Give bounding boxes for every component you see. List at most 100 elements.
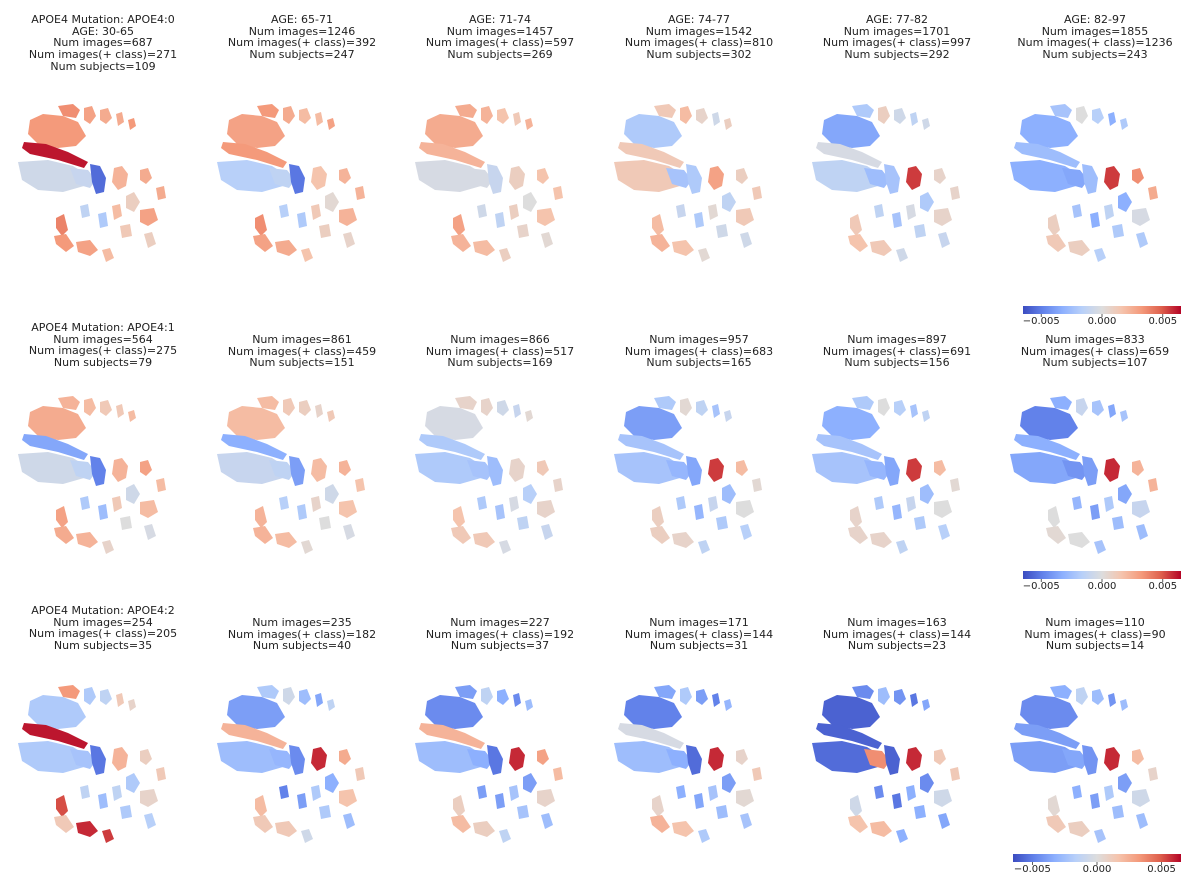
brain-region: [70, 460, 96, 480]
brain-region: [1148, 478, 1158, 492]
brain-region: [269, 168, 295, 188]
brain-region: [752, 478, 762, 492]
brain-region: [257, 104, 279, 118]
brain-region: [922, 699, 930, 711]
brain-region: [509, 458, 525, 482]
brain-panel: [18, 104, 166, 262]
brain-region: [1062, 460, 1088, 480]
brain-region: [70, 168, 96, 188]
brain-region: [455, 685, 477, 699]
brain-region: [112, 747, 128, 771]
brain-region: [618, 434, 684, 460]
colorbar-tick-label: 0.000: [1087, 316, 1117, 327]
brain-region: [848, 526, 868, 544]
brain-region: [100, 400, 112, 416]
brain-region: [1112, 805, 1124, 819]
brain-region: [275, 240, 297, 256]
brain-region: [1020, 695, 1078, 729]
num-images-label: Num images=1701: [843, 24, 951, 38]
brain-region: [509, 496, 519, 512]
brain-region: [415, 741, 483, 773]
brain-panel: [217, 396, 365, 554]
brain-region: [724, 699, 732, 711]
colorbar-tick-label: −0.005: [1022, 581, 1060, 592]
brain-region: [1020, 114, 1078, 148]
brain-region: [910, 404, 918, 418]
brain-region: [253, 526, 273, 544]
brain-region: [279, 785, 289, 799]
brain-region: [255, 795, 267, 817]
brain-region: [914, 805, 926, 819]
brain-region: [112, 785, 122, 801]
brain-region: [1120, 699, 1128, 711]
brain-region: [812, 452, 880, 484]
brain-region: [537, 208, 555, 226]
brain-region: [473, 240, 495, 256]
brain-region: [666, 749, 692, 769]
brain-region: [1132, 789, 1150, 807]
brain-region: [537, 749, 549, 765]
brain-region: [415, 160, 483, 192]
brain-region: [481, 106, 493, 124]
brain-region: [696, 689, 708, 705]
brain-region: [1148, 767, 1158, 781]
num-pos-images-label: Num images(+ class)=659: [1020, 344, 1170, 358]
brain-region: [618, 723, 684, 749]
brain-region: [676, 785, 686, 799]
brain-region: [325, 484, 339, 504]
brain-region: [1120, 118, 1128, 130]
mutation-label: APOE4 Mutation: APOE4:2: [31, 604, 175, 617]
brain-region: [934, 789, 952, 807]
brain-region: [513, 112, 521, 126]
brain-region: [708, 204, 718, 220]
brain-region: [708, 166, 724, 190]
brain-region: [922, 118, 930, 130]
num-pos-images-label: Num images(+ class)=810: [624, 36, 774, 50]
brain-region: [666, 168, 692, 188]
brain-region: [812, 160, 880, 192]
brain-region: [487, 745, 503, 775]
brain-region: [1148, 186, 1158, 200]
brain-region: [315, 693, 323, 707]
brain-region: [950, 767, 960, 781]
brain-region: [614, 741, 682, 773]
brain-region: [144, 524, 156, 540]
brain-region: [654, 685, 676, 699]
brain-region: [541, 813, 553, 829]
brain-region: [275, 532, 297, 548]
brain-region: [1076, 398, 1088, 416]
brain-region: [736, 500, 754, 518]
num-subjects-label: Num subjects=165: [646, 356, 752, 370]
colorbar-tick-label: 0.000: [1087, 581, 1117, 592]
panel-title: AGE: 74-77 Num images=1542 Num images(+ cl…: [604, 14, 794, 61]
panel-title: Num images=171 Num images(+ class)=144 Num…: [604, 617, 794, 652]
brain-region: [874, 785, 884, 799]
brain-region: [140, 208, 158, 226]
num-subjects-label: Num subjects=14: [1045, 639, 1145, 653]
brain-region: [624, 114, 682, 148]
colorbar-tick-label: 0.005: [1148, 581, 1178, 592]
brain-region: [217, 741, 285, 773]
brain-region: [419, 434, 485, 460]
brain-region: [1062, 749, 1088, 769]
brain-region: [884, 164, 900, 194]
brain-region: [451, 234, 471, 252]
brain-region: [1108, 404, 1116, 418]
brain-region: [1118, 484, 1132, 504]
brain-region: [56, 795, 68, 817]
brain-region: [311, 496, 321, 512]
num-images-label: Num images=897: [847, 333, 947, 346]
brain-region: [28, 114, 86, 148]
brain-region: [355, 186, 365, 200]
brain-region: [696, 400, 708, 416]
brain-region: [816, 434, 882, 460]
brain-region: [1094, 829, 1106, 843]
brain-region: [652, 795, 664, 817]
brain-region: [451, 526, 471, 544]
brain-region: [58, 396, 80, 410]
num-images-label: Num images=171: [649, 616, 749, 629]
brain-region: [311, 204, 321, 220]
brain-region: [315, 404, 323, 418]
brain-region: [453, 506, 465, 528]
brain-region: [18, 741, 86, 773]
